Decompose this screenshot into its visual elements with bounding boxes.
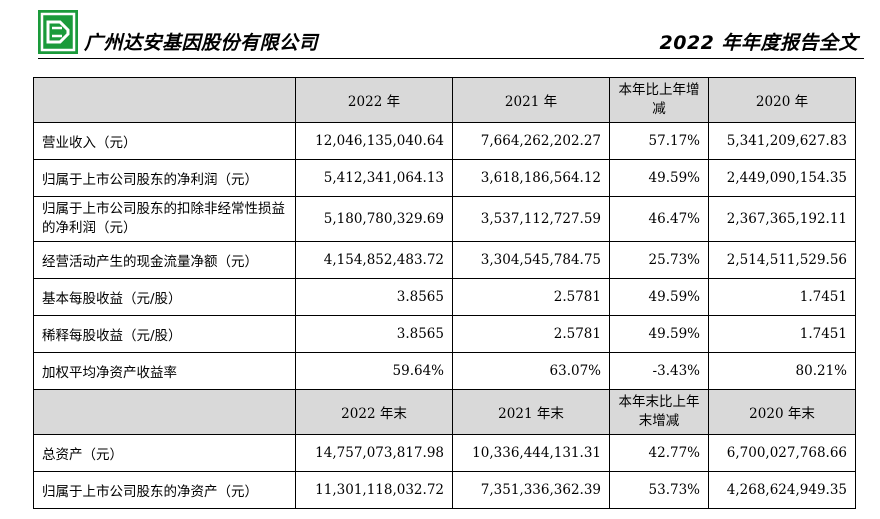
value-cell: 49.59% bbox=[609, 278, 709, 316]
value-cell: 3,304,545,784.75 bbox=[452, 241, 610, 279]
header-cell bbox=[33, 77, 296, 123]
company-name: 广州达安基因股份有限公司 bbox=[84, 32, 319, 54]
value-cell: 7,351,336,362.39 bbox=[452, 471, 610, 509]
value-cell: 5,412,341,064.13 bbox=[295, 159, 453, 197]
value-cell: 6,700,027,768.66 bbox=[708, 434, 856, 472]
value-cell: 2,367,365,192.11 bbox=[708, 196, 856, 242]
table-row: 归属于上市公司股东的净利润（元） 5,412,341,064.13 3,618,… bbox=[33, 159, 856, 197]
table-row: 总资产（元） 14,757,073,817.98 10,336,444,131.… bbox=[33, 434, 856, 472]
table-row: 基本每股收益（元/股） 3.8565 2.5781 49.59% 1.7451 bbox=[33, 278, 856, 316]
row-label: 营业收入（元） bbox=[33, 122, 296, 160]
value-cell: 10,336,444,131.31 bbox=[452, 434, 610, 472]
row-label: 稀释每股收益（元/股） bbox=[33, 315, 296, 353]
value-cell: 63.07% bbox=[452, 352, 610, 390]
row-label: 归属于上市公司股东的净资产（元） bbox=[33, 471, 296, 509]
row-label: 基本每股收益（元/股） bbox=[33, 278, 296, 316]
value-cell: 2,514,511,529.56 bbox=[708, 241, 856, 279]
table-row: 稀释每股收益（元/股） 3.8565 2.5781 49.59% 1.7451 bbox=[33, 315, 856, 353]
header-cell: 2020 年 bbox=[708, 77, 856, 123]
header-rule bbox=[38, 58, 864, 59]
value-cell: 57.17% bbox=[609, 122, 709, 160]
value-cell: 5,341,209,627.83 bbox=[708, 122, 856, 160]
value-cell: 4,154,852,483.72 bbox=[295, 241, 453, 279]
value-cell: -3.43% bbox=[609, 352, 709, 390]
header-cell: 本年比上年增减 bbox=[609, 77, 709, 123]
value-cell: 2,449,090,154.35 bbox=[708, 159, 856, 197]
table-row: 归属于上市公司股东的净资产（元） 11,301,118,032.72 7,351… bbox=[33, 471, 856, 509]
value-cell: 49.59% bbox=[609, 159, 709, 197]
row-label: 加权平均净资产收益率 bbox=[33, 352, 296, 390]
value-cell: 3,537,112,727.59 bbox=[452, 196, 610, 242]
report-header: 广州达安基因股份有限公司 2022 年年度报告全文 bbox=[0, 0, 880, 60]
header-cell: 2021 年 bbox=[452, 77, 610, 123]
value-cell: 4,268,624,949.35 bbox=[708, 471, 856, 509]
header-cell: 2020 年末 bbox=[708, 389, 856, 435]
value-cell: 3.8565 bbox=[295, 315, 453, 353]
value-cell: 46.47% bbox=[609, 196, 709, 242]
value-cell: 2.5781 bbox=[452, 278, 610, 316]
row-label: 总资产（元） bbox=[33, 434, 296, 472]
value-cell: 53.73% bbox=[609, 471, 709, 509]
value-cell: 3,618,186,564.12 bbox=[452, 159, 610, 197]
table-row: 归属于上市公司股东的扣除非经常性损益的净利润（元） 5,180,780,329.… bbox=[33, 196, 856, 242]
table-header-row: 2022 年末 2021 年末 本年末比上年末增减 2020 年末 bbox=[33, 389, 856, 435]
row-label: 归属于上市公司股东的扣除非经常性损益的净利润（元） bbox=[33, 196, 296, 242]
header-cell: 2022 年末 bbox=[295, 389, 453, 435]
value-cell: 14,757,073,817.98 bbox=[295, 434, 453, 472]
value-cell: 1.7451 bbox=[708, 278, 856, 316]
value-cell: 49.59% bbox=[609, 315, 709, 353]
table-row: 营业收入（元） 12,046,135,040.64 7,664,262,202.… bbox=[33, 122, 856, 160]
daan-gene-logo bbox=[38, 10, 78, 54]
value-cell: 5,180,780,329.69 bbox=[295, 196, 453, 242]
value-cell: 7,664,262,202.27 bbox=[452, 122, 610, 160]
report-title: 2022 年年度报告全文 bbox=[659, 32, 858, 54]
header-cell: 2022 年 bbox=[295, 77, 453, 123]
table-row: 加权平均净资产收益率 59.64% 63.07% -3.43% 80.21% bbox=[33, 352, 856, 390]
value-cell: 42.77% bbox=[609, 434, 709, 472]
row-label: 经营活动产生的现金流量净额（元） bbox=[33, 241, 296, 279]
value-cell: 12,046,135,040.64 bbox=[295, 122, 453, 160]
row-label: 归属于上市公司股东的净利润（元） bbox=[33, 159, 296, 197]
header-cell: 2021 年末 bbox=[452, 389, 610, 435]
table-row: 经营活动产生的现金流量净额（元） 4,154,852,483.72 3,304,… bbox=[33, 241, 856, 279]
value-cell: 25.73% bbox=[609, 241, 709, 279]
header-cell bbox=[33, 389, 296, 435]
header-cell: 本年末比上年末增减 bbox=[609, 389, 709, 435]
financial-data-table: 2022 年 2021 年 本年比上年增减 2020 年 营业收入（元） 12,… bbox=[33, 77, 856, 509]
value-cell: 2.5781 bbox=[452, 315, 610, 353]
value-cell: 1.7451 bbox=[708, 315, 856, 353]
value-cell: 3.8565 bbox=[295, 278, 453, 316]
value-cell: 59.64% bbox=[295, 352, 453, 390]
table-header-row: 2022 年 2021 年 本年比上年增减 2020 年 bbox=[33, 77, 856, 123]
value-cell: 11,301,118,032.72 bbox=[295, 471, 453, 509]
value-cell: 80.21% bbox=[708, 352, 856, 390]
